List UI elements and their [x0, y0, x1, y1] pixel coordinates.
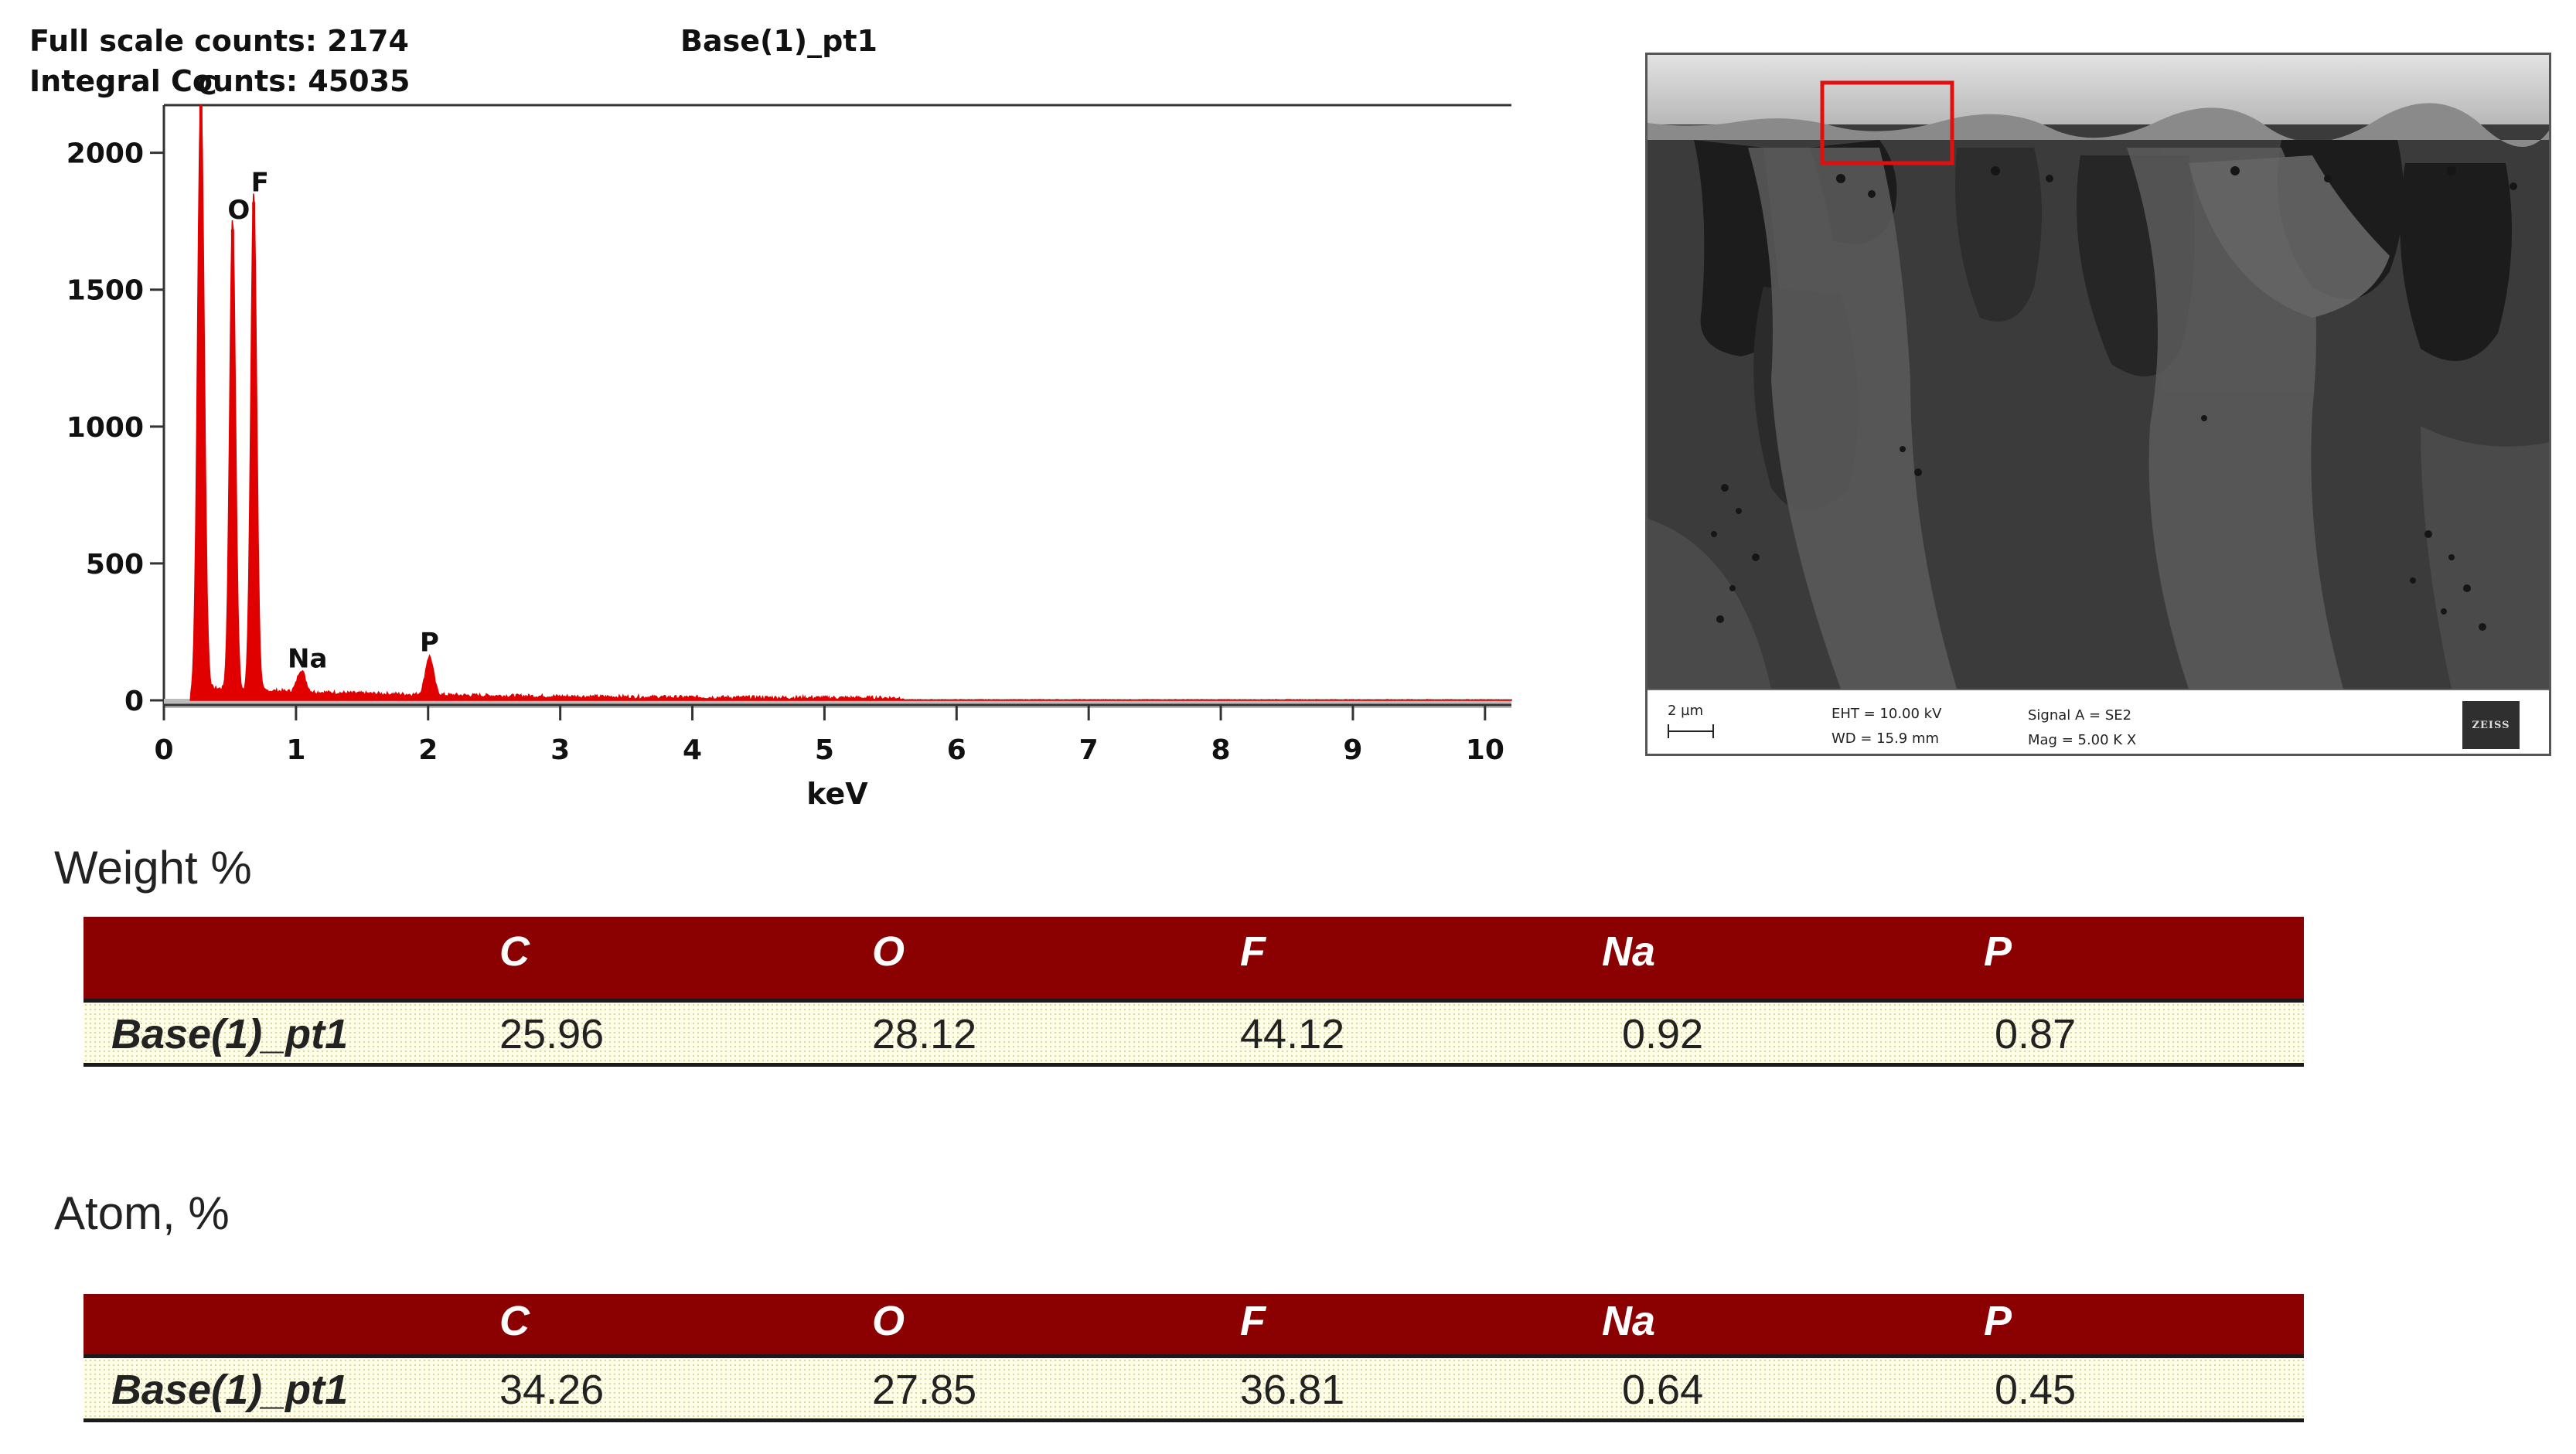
weight-value-p: 0.87	[1995, 1011, 2077, 1057]
y-tick-label: 500	[86, 549, 144, 581]
sem-cross-section-image	[1647, 55, 2549, 689]
atom-value-p: 0.45	[1995, 1367, 2077, 1413]
y-axis-ticks: 0 500 1000 1500 2000	[66, 138, 164, 717]
x-tick-label: 7	[1079, 734, 1099, 766]
weight-value-f: 44.12	[1240, 1011, 1345, 1057]
atom-table-title: Atom, %	[54, 1187, 230, 1239]
x-tick-label: 8	[1211, 734, 1231, 766]
zeiss-logo: ZEISS	[2462, 701, 2520, 749]
weight-col-na: Na	[1602, 928, 1656, 975]
weight-value-na: 0.92	[1622, 1011, 1704, 1057]
atom-col-c: C	[499, 1298, 530, 1344]
x-tick-label: 3	[550, 734, 570, 766]
peak-label-p: P	[420, 627, 439, 658]
sem-signal: Signal A = SE2	[2028, 707, 2132, 724]
weight-value-o: 28.12	[872, 1011, 977, 1057]
x-axis-ticks: 0 1 2 3 4 5 6 7 8 9 10	[154, 705, 1504, 766]
sem-scale-label: 2 µm	[1668, 703, 1704, 719]
sem-info-bar: 2 µm EHT = 10.00 kV WD = 15.9 mm Signal …	[1647, 689, 2549, 754]
weight-value-c: 25.96	[499, 1011, 605, 1057]
peak-label-f: F	[251, 167, 269, 198]
spectrum-trace	[189, 104, 1512, 702]
sem-scale-bar	[1668, 724, 1714, 738]
atom-value-c: 34.26	[499, 1367, 605, 1413]
atom-value-o: 27.85	[872, 1367, 977, 1413]
x-axis-title: keV	[806, 777, 868, 811]
weight-col-p: P	[1984, 928, 2012, 975]
atom-col-o: O	[872, 1298, 905, 1344]
atom-value-na: 0.64	[1622, 1367, 1704, 1413]
weight-col-f: F	[1240, 928, 1266, 975]
weight-table-title: Weight %	[54, 842, 252, 894]
sem-micrograph: 2 µm EHT = 10.00 kV WD = 15.9 mm Signal …	[1645, 53, 2551, 756]
atom-col-f: F	[1240, 1298, 1266, 1344]
x-tick-label: 4	[683, 734, 702, 766]
sem-eht: EHT = 10.00 kV	[1831, 706, 1942, 722]
y-tick-label: 0	[124, 686, 144, 717]
atom-percent-table: C O F Na P Base(1)_pt1 34.26 27.85 36.81…	[83, 1294, 2304, 1422]
weight-row-name: Base(1)_pt1	[111, 1011, 349, 1057]
weight-table-header: C O F Na P	[83, 917, 2304, 1003]
x-tick-label: 1	[286, 734, 305, 766]
atom-col-na: Na	[1602, 1298, 1656, 1344]
y-tick-label: 2000	[66, 138, 144, 170]
peak-labels: C OF Na P	[197, 70, 439, 675]
x-tick-label: 0	[154, 734, 173, 766]
atom-table-header: C O F Na P	[83, 1294, 2304, 1358]
region-of-interest-marker	[1820, 80, 1954, 165]
x-tick-label: 9	[1343, 734, 1362, 766]
weight-percent-table: C O F Na P Base(1)_pt1 25.96 28.12 44.12…	[83, 917, 2304, 1067]
table-row: Base(1)_pt1 25.96 28.12 44.12 0.92 0.87	[83, 1003, 2304, 1067]
sem-wd: WD = 15.9 mm	[1831, 730, 1940, 747]
x-tick-label: 2	[418, 734, 438, 766]
table-row: Base(1)_pt1 34.26 27.85 36.81 0.64 0.45	[83, 1358, 2304, 1422]
x-tick-label: 5	[815, 734, 834, 766]
x-tick-label: 6	[947, 734, 966, 766]
atom-col-p: P	[1984, 1298, 2012, 1344]
full-scale-counts: Full scale counts: 2174	[29, 24, 409, 58]
weight-col-c: C	[499, 928, 530, 975]
atom-row-name: Base(1)_pt1	[111, 1367, 349, 1413]
spectrum-series	[189, 104, 1512, 702]
peak-label-c: C	[197, 70, 216, 101]
eds-spectrum-chart: Full scale counts: 2174 Integral Counts:…	[29, 24, 1512, 811]
sem-mag: Mag = 5.00 K X	[2028, 732, 2137, 748]
integral-counts: Integral Counts: 45035	[29, 64, 410, 98]
y-tick-label: 1000	[66, 412, 144, 444]
weight-col-o: O	[872, 928, 905, 975]
chart-title: Base(1)_pt1	[680, 24, 877, 58]
x-tick-label: 10	[1466, 734, 1504, 766]
peak-label-na: Na	[288, 644, 327, 675]
atom-value-f: 36.81	[1240, 1367, 1345, 1413]
y-tick-label: 1500	[66, 275, 144, 307]
peak-label-o: O	[227, 195, 250, 226]
